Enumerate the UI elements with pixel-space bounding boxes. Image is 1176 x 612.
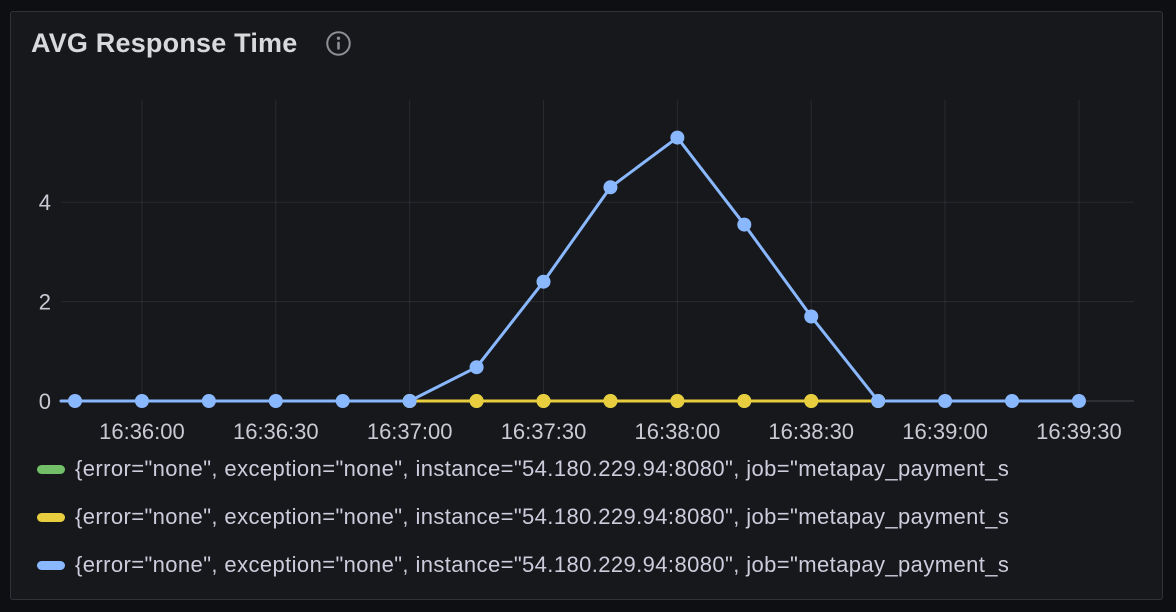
svg-text:16:37:00: 16:37:00 — [367, 419, 453, 444]
response-time-chart[interactable]: 16:36:00 16:36:30 16:37:00 16:37:30 16:38:00… — [11, 92, 1157, 448]
legend-item-yellow[interactable]: {error="none", exception="none", instanc… — [37, 501, 1154, 533]
svg-text:16:39:00: 16:39:00 — [902, 419, 988, 444]
svg-text:2: 2 — [39, 290, 51, 315]
legend-item-green[interactable]: {error="none", exception="none", instanc… — [37, 453, 1154, 485]
svg-text:16:38:00: 16:38:00 — [635, 419, 721, 444]
svg-text:16:37:30: 16:37:30 — [501, 419, 587, 444]
series-color-marker[interactable] — [37, 512, 65, 522]
legend-item-blue[interactable]: {error="none", exception="none", instanc… — [37, 549, 1154, 581]
legend-label[interactable]: {error="none", exception="none", instanc… — [75, 456, 1010, 481]
avg-response-time-panel: AVG Response Time 16:36:00 16:36:30 16:37:… — [10, 11, 1163, 600]
legend-label[interactable]: {error="none", exception="none", instanc… — [75, 504, 1010, 529]
svg-text:16:39:30: 16:39:30 — [1036, 419, 1122, 444]
svg-text:0: 0 — [39, 389, 51, 414]
panel-title[interactable]: AVG Response Time — [31, 28, 298, 58]
chart-legend: {error="none", exception="none", instanc… — [37, 453, 1154, 597]
svg-text:4: 4 — [39, 190, 51, 215]
series-color-marker[interactable] — [37, 560, 65, 570]
legend-label[interactable]: {error="none", exception="none", instanc… — [75, 552, 1010, 577]
svg-text:16:38:30: 16:38:30 — [768, 419, 854, 444]
info-icon[interactable] — [325, 30, 352, 57]
panel-header: AVG Response Time — [31, 28, 352, 59]
svg-text:16:36:30: 16:36:30 — [233, 419, 319, 444]
svg-text:16:36:00: 16:36:00 — [99, 419, 185, 444]
series-color-marker[interactable] — [37, 464, 65, 474]
